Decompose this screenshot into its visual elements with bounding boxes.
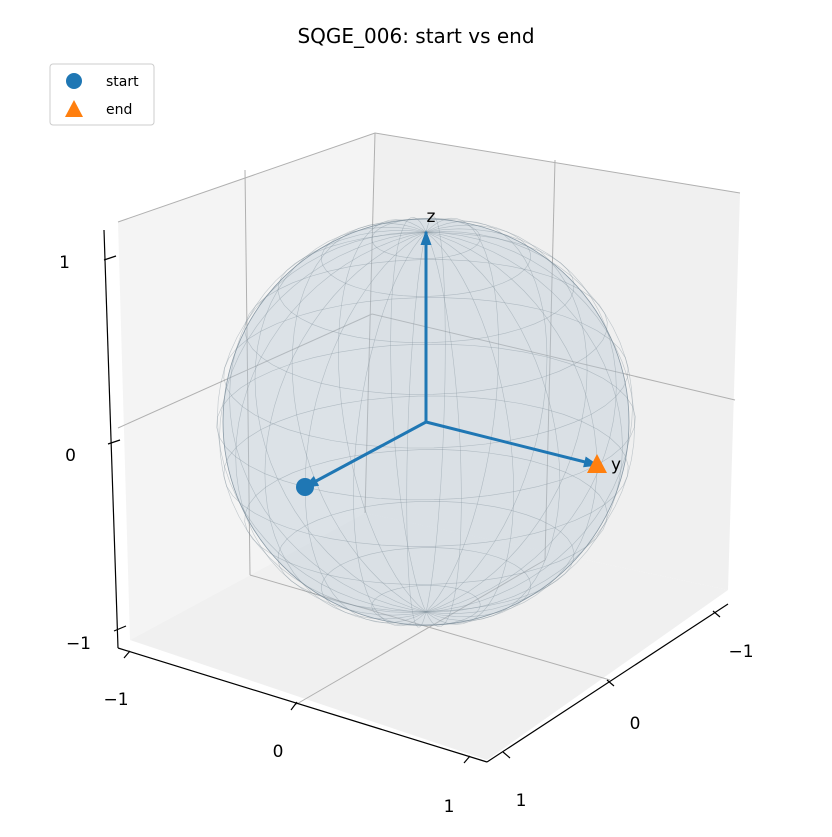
- wireframe-line: [425, 224, 588, 613]
- y-tick: [502, 751, 511, 759]
- tick-marks: [103, 255, 721, 764]
- grid-line: [544, 159, 556, 561]
- chart-title: SQGE_006: start vs end: [297, 24, 534, 48]
- y-axis-arrow: [425, 420, 598, 467]
- wireframe-line: [425, 228, 617, 613]
- wireframe-line: [320, 547, 532, 626]
- wireframe-line: [219, 231, 427, 613]
- back-left-pane: [118, 133, 375, 640]
- grid-line: [294, 559, 546, 706]
- z-tick-label: 1: [59, 253, 70, 273]
- grid-line: [117, 313, 373, 429]
- x-axis-spine: [117, 647, 488, 763]
- legend-marker-end: [65, 100, 83, 117]
- x-tick-label: −1: [103, 690, 128, 710]
- wireframe-line: [254, 226, 427, 613]
- wireframe-line: [390, 216, 427, 613]
- wireframe-line: [216, 343, 636, 501]
- wireframe-line: [425, 231, 514, 625]
- z-axis-spine: [103, 229, 119, 649]
- legend-marker-start: [66, 73, 82, 89]
- wireframe-line: [277, 232, 575, 344]
- x-tick: [123, 650, 131, 659]
- wireframe-line: [425, 217, 499, 613]
- axis-spines: [103, 229, 729, 763]
- wireframe-line: [371, 585, 481, 627]
- z-tick-label: −1: [66, 634, 91, 654]
- z-tick: [103, 255, 117, 261]
- x-tick-label: 1: [444, 797, 455, 817]
- wireframe-line: [425, 231, 635, 613]
- z-axis-label: z: [427, 207, 436, 227]
- y-tick: [606, 679, 615, 687]
- grid-line: [249, 574, 611, 681]
- x-axis-arrow: [304, 420, 427, 489]
- tick-labels: 1 0 −1 −1 0 1 1 0 −1: [59, 253, 753, 817]
- y-axis-label: y: [611, 455, 621, 475]
- z-tick: [113, 625, 127, 632]
- x-tick: [463, 755, 471, 764]
- wireframe-line: [406, 231, 427, 628]
- z-tick: [107, 439, 121, 445]
- wireframe-line: [291, 223, 427, 613]
- grid-line: [244, 169, 251, 576]
- grid-lines: [117, 132, 741, 706]
- y-axis-spine: [486, 603, 729, 763]
- x-tick: [290, 701, 298, 711]
- wireframe-line: [244, 259, 608, 395]
- wireframe-line: [229, 230, 427, 613]
- legend: start end: [49, 63, 155, 126]
- wireframe-line: [425, 231, 561, 621]
- wireframe-line: [277, 500, 575, 612]
- wireframe-line: [425, 216, 446, 613]
- wireframe-line: [235, 231, 427, 616]
- wireframe-line: [217, 231, 427, 613]
- y-tick-label: 0: [630, 714, 641, 734]
- legend-label-end: end: [106, 102, 132, 118]
- wireframe-line: [223, 297, 629, 449]
- z-tick-label: 0: [65, 446, 76, 466]
- wireframe-line: [320, 218, 532, 297]
- back-right-pane: [365, 133, 740, 590]
- wireframe-line: [338, 219, 427, 613]
- wireframe-line: [425, 220, 548, 613]
- wireframe-line: [425, 231, 623, 614]
- wireframe-line: [223, 395, 629, 547]
- start-point: [296, 478, 314, 496]
- y-tick-label: 1: [516, 791, 527, 811]
- y-tick: [712, 610, 721, 618]
- wireframe-line: [425, 231, 633, 613]
- wireframe-line: [244, 449, 608, 585]
- end-point: [587, 454, 607, 473]
- y-tick-label: −1: [728, 642, 753, 662]
- floor-pane: [130, 513, 728, 760]
- wireframe-line: [353, 231, 427, 627]
- wireframe-line: [371, 217, 481, 259]
- wireframe-line: [264, 231, 427, 620]
- z-axis-arrowhead: [420, 230, 432, 245]
- data-points: [296, 454, 607, 496]
- grid-line: [364, 132, 376, 514]
- grid-line: [371, 313, 736, 401]
- sphere-wireframe: [216, 216, 636, 628]
- x-tick-label: 0: [273, 742, 284, 762]
- axis-arrows: yz: [303, 207, 621, 489]
- legend-label-start: start: [106, 74, 139, 90]
- axes-panes: [118, 133, 740, 760]
- wireframe-line: [425, 231, 462, 628]
